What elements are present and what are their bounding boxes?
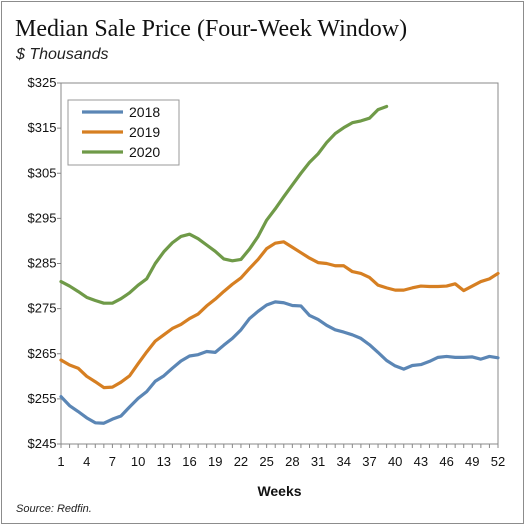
x-tick-label: 25 xyxy=(259,454,273,469)
y-tick-label: $325 xyxy=(28,75,57,90)
y-tick-label: $285 xyxy=(28,256,57,271)
x-tick-label: 31 xyxy=(311,454,325,469)
x-axis-label: Weeks xyxy=(257,483,301,499)
series-line-2019 xyxy=(59,240,500,390)
y-tick-label: $255 xyxy=(28,391,57,406)
x-tick-label: 40 xyxy=(388,454,402,469)
series-layer xyxy=(59,104,500,425)
x-tick-label: 37 xyxy=(362,454,376,469)
series-line-2020 xyxy=(59,104,389,305)
y-tick-label: $295 xyxy=(28,210,57,225)
y-tick-label: $275 xyxy=(28,301,57,316)
x-tick-label: 16 xyxy=(182,454,196,469)
x-tick-label: 34 xyxy=(337,454,351,469)
x-tick-label: 19 xyxy=(208,454,222,469)
y-tick-label: $315 xyxy=(28,120,57,135)
x-tick-label: 1 xyxy=(57,454,64,469)
source-note: Source: Redfin. xyxy=(16,503,92,515)
y-tick-label: $245 xyxy=(28,436,57,451)
y-tick-label: $305 xyxy=(28,165,57,180)
x-tick-label: 52 xyxy=(491,454,505,469)
x-tick-label: 46 xyxy=(439,454,453,469)
x-tick-label: 13 xyxy=(157,454,171,469)
legend-label-2020: 2020 xyxy=(129,144,160,160)
chart-subtitle: $ Thousands xyxy=(16,46,109,63)
chart-title: Median Sale Price (Four-Week Window) xyxy=(15,16,408,42)
y-tick-label: $265 xyxy=(28,346,57,361)
legend-label-2019: 2019 xyxy=(129,124,160,140)
x-tick-label: 28 xyxy=(285,454,299,469)
legend: 2018 2019 2020 xyxy=(67,99,180,166)
x-tick-label: 43 xyxy=(414,454,428,469)
legend-label-2018: 2018 xyxy=(129,104,160,120)
x-tick-label: 4 xyxy=(83,454,90,469)
x-tick-label: 10 xyxy=(131,454,145,469)
series-line-2018 xyxy=(59,300,500,425)
x-tick-label: 22 xyxy=(234,454,248,469)
x-tick-label: 7 xyxy=(109,454,116,469)
x-tick-label: 49 xyxy=(465,454,479,469)
